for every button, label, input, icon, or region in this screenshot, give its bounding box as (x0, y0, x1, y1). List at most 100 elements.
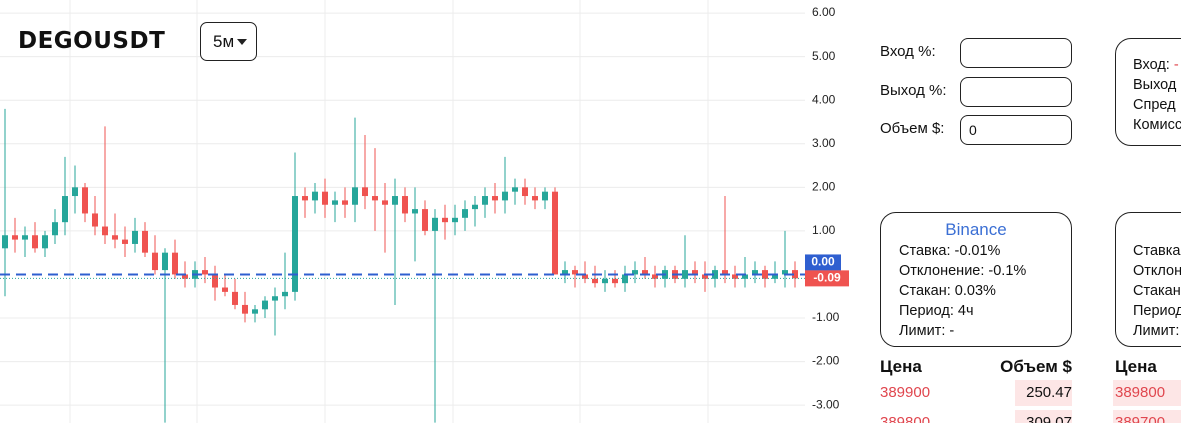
candle-body (52, 222, 58, 236)
candle-body (312, 191, 318, 201)
candle-body (592, 278, 598, 284)
candle-body (122, 239, 128, 244)
input[interactable] (960, 77, 1072, 107)
field-label: Объем $: (880, 120, 945, 137)
candle-body (452, 217, 458, 223)
candle-body (152, 252, 158, 271)
exchange-line: Период: 4ч (899, 303, 974, 319)
candle-body (202, 270, 208, 275)
interval: 5м (213, 32, 235, 51)
candle-body (212, 274, 218, 288)
candle-body (322, 191, 328, 205)
candle-body (632, 270, 638, 275)
candle-body (72, 187, 78, 197)
candle-body (282, 291, 288, 297)
input[interactable]: 0 (960, 115, 1072, 145)
column-header: Цена (880, 357, 922, 376)
candle-body (232, 291, 238, 305)
candle-body (132, 230, 138, 244)
exchange-line: Лимит: - (899, 323, 955, 339)
candle-body (422, 209, 428, 231)
y-tick-label: -1.00 (812, 310, 840, 324)
candle-body (742, 274, 748, 279)
candle-body (652, 274, 658, 279)
candle-body (162, 252, 168, 271)
field-label: Выход %: (880, 82, 947, 99)
candle-body (222, 287, 228, 292)
exchange-card: Binance Ставка: -0.01% Отклонение: -0.1%… (880, 212, 1072, 347)
exchange-name: Binance (945, 220, 1007, 239)
ask-volume: 250.47 (1015, 380, 1072, 406)
candle-body (762, 270, 768, 279)
candle-body (412, 209, 418, 214)
candle-body (552, 191, 558, 275)
candle-body (302, 196, 308, 201)
y-tick-label: 1.00 (812, 223, 836, 237)
y-tick-label: -2.00 (812, 354, 840, 368)
entry-label: 0.00 (811, 255, 835, 269)
exchange-line: Стакан (1133, 283, 1181, 299)
y-tick-label: 6.00 (812, 5, 836, 19)
candle-body (252, 309, 258, 314)
exchange-line: Отклон (1133, 263, 1181, 279)
candle-body (572, 270, 578, 275)
candle-body (392, 196, 398, 205)
candle-body (142, 230, 148, 253)
candle-body (292, 196, 298, 292)
ask-price: 389800 (1113, 380, 1181, 406)
candle-body (372, 196, 378, 201)
summary-line: Спред (1133, 97, 1176, 113)
candle-body (512, 187, 518, 192)
candle-body (502, 191, 508, 201)
candle-body (732, 274, 738, 279)
summary-value: - (1173, 57, 1179, 73)
entry-label-bg (805, 254, 841, 271)
candle-body (682, 270, 688, 279)
candle-body (492, 196, 498, 201)
ask-volume: 309.07 (1015, 410, 1072, 423)
candle-body (82, 187, 88, 214)
candle-body (22, 235, 28, 240)
exchange-line: Ставка: -0.01% (899, 243, 1001, 259)
candle-body (442, 217, 448, 223)
candle-body (332, 200, 338, 205)
y-tick-label: 3.00 (812, 136, 836, 150)
candle-body (242, 304, 248, 314)
y-tick-label: -3.00 (812, 397, 840, 411)
candle-body (562, 270, 568, 275)
exchange-card: Ставка Отклон Стакан Период Лимит: (1115, 212, 1181, 347)
candle-body (102, 226, 108, 236)
candle-body (782, 270, 788, 275)
column-header: Цена (1115, 357, 1157, 376)
y-tick-label: 4.00 (812, 92, 836, 106)
candle-body (112, 235, 118, 240)
exchange-line: Стакан: 0.03% (899, 283, 996, 299)
candle-body (92, 213, 98, 227)
candle-body (272, 296, 278, 301)
caret (237, 39, 247, 45)
last-price-label: -0.09 (813, 271, 841, 285)
last-price-bg (805, 270, 849, 287)
candle-body (612, 278, 618, 284)
candle-body (32, 235, 38, 249)
exchange-line: Ставка (1133, 243, 1181, 259)
candle-body (182, 274, 188, 279)
candle-body (542, 191, 548, 201)
candle-body (42, 235, 48, 249)
summary-label: Вход: (1133, 57, 1170, 73)
ask-price: 389900 (880, 384, 931, 401)
summary-line: Комисс (1133, 117, 1181, 133)
candle-body (722, 270, 728, 275)
ask-price: 389800 (880, 414, 931, 423)
candle-body (582, 274, 588, 279)
candle-body (772, 274, 778, 279)
candle-body (172, 252, 178, 275)
candle-body (642, 270, 648, 275)
candle-body (712, 270, 718, 279)
summary-line: Выход (1133, 77, 1177, 93)
interval-dropdown[interactable]: 5м (200, 22, 257, 61)
candle-body (262, 300, 268, 310)
y-tick-label: 5.00 (812, 49, 836, 63)
candle-body (342, 200, 348, 205)
input[interactable] (960, 38, 1072, 68)
